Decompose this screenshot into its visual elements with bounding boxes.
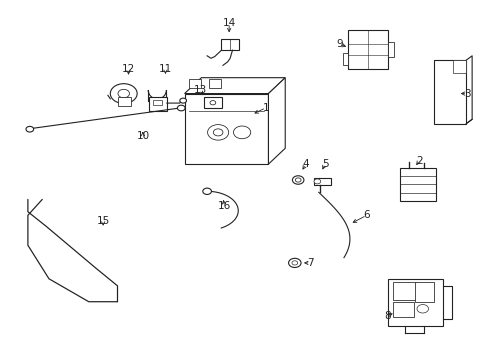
Circle shape	[118, 89, 129, 98]
Bar	[203, 97, 222, 108]
Circle shape	[416, 305, 427, 313]
Bar	[414, 282, 433, 302]
Polygon shape	[184, 78, 285, 94]
Bar	[148, 97, 166, 111]
Text: 4: 4	[302, 159, 308, 169]
Bar	[452, 60, 465, 73]
Text: 7: 7	[306, 258, 313, 268]
Bar	[313, 178, 330, 185]
Bar	[342, 53, 348, 65]
Text: 1: 1	[262, 103, 269, 113]
Bar	[347, 30, 387, 69]
Circle shape	[177, 105, 184, 111]
Bar	[399, 168, 435, 201]
Circle shape	[295, 178, 301, 182]
Circle shape	[110, 84, 137, 103]
Text: 14: 14	[222, 18, 235, 28]
Circle shape	[313, 179, 320, 184]
Circle shape	[213, 129, 223, 136]
Text: 11: 11	[159, 64, 172, 74]
Bar	[392, 282, 415, 300]
Bar	[220, 39, 238, 50]
Polygon shape	[268, 78, 285, 164]
Circle shape	[288, 258, 301, 267]
Bar	[117, 97, 131, 106]
Text: 12: 12	[122, 64, 135, 74]
Circle shape	[292, 176, 304, 184]
Text: 10: 10	[136, 131, 149, 141]
Bar	[153, 100, 162, 105]
Bar	[387, 42, 393, 57]
Bar	[184, 94, 268, 164]
Bar	[208, 80, 220, 88]
Circle shape	[209, 100, 215, 105]
Text: 5: 5	[321, 159, 327, 169]
Circle shape	[180, 98, 186, 103]
Text: 15: 15	[96, 216, 109, 226]
Bar	[189, 80, 201, 88]
Bar	[392, 302, 413, 317]
Bar	[433, 60, 466, 123]
Text: 2: 2	[415, 156, 422, 166]
Circle shape	[26, 126, 34, 132]
Circle shape	[203, 188, 211, 194]
Text: 16: 16	[217, 202, 230, 211]
Bar	[387, 279, 443, 327]
Text: 9: 9	[335, 39, 342, 49]
Circle shape	[291, 261, 297, 265]
Text: 3: 3	[463, 89, 469, 99]
Circle shape	[233, 126, 250, 139]
Circle shape	[207, 125, 228, 140]
Text: 13: 13	[193, 85, 206, 95]
Text: 8: 8	[383, 311, 390, 321]
Text: 6: 6	[363, 210, 369, 220]
